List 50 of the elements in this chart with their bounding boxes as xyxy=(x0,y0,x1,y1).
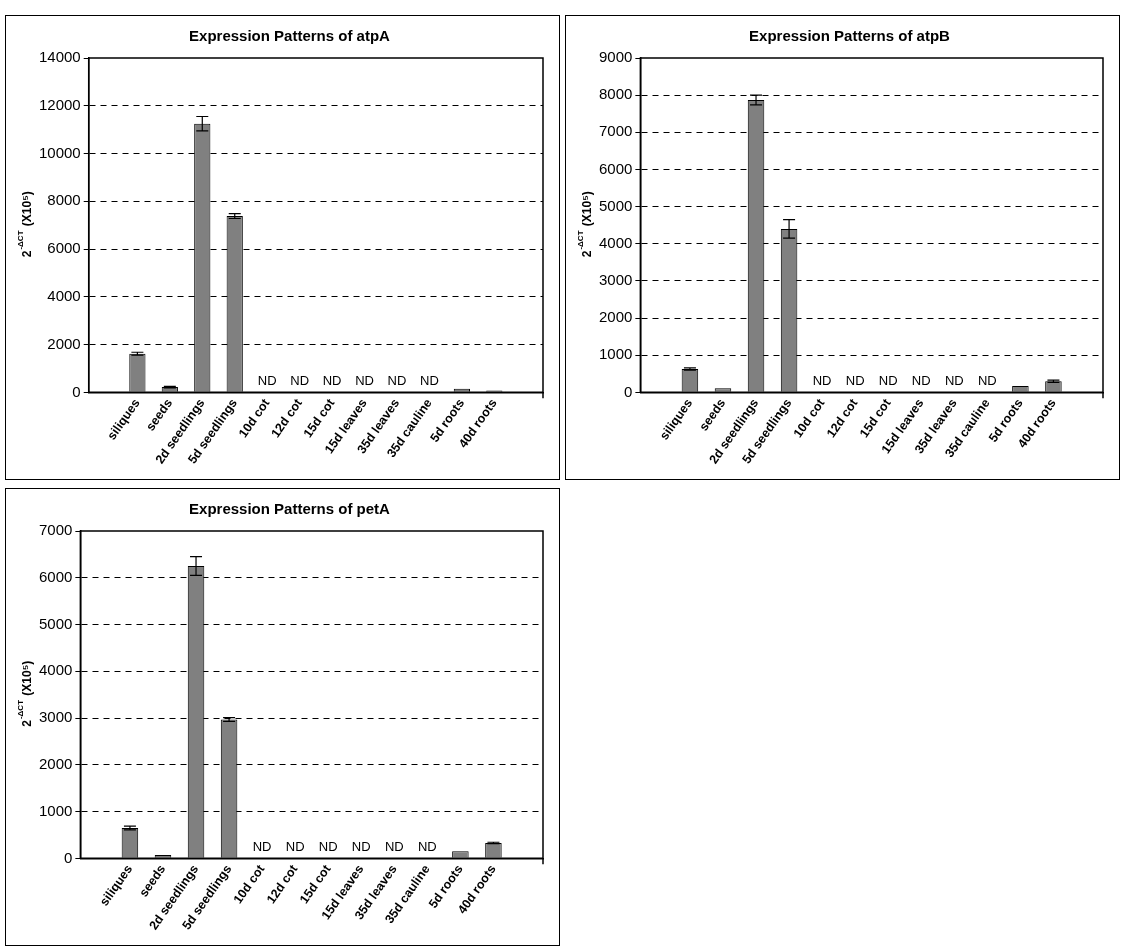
y-tick-label: 3000 xyxy=(38,708,73,726)
chart-title: Expression Patterns of petA xyxy=(189,500,391,518)
text: ND xyxy=(384,839,404,855)
y-tick-label: 6000 xyxy=(47,239,81,257)
text: ND xyxy=(977,373,997,389)
y-tick-label: 2000 xyxy=(47,334,81,352)
chart-title: Expression Patterns of atpB xyxy=(749,27,951,45)
y-tick-label: 2000 xyxy=(598,308,633,326)
text: ND xyxy=(290,373,310,389)
text: ND xyxy=(252,839,272,855)
y-tick-label: 4000 xyxy=(38,661,73,679)
y-tick-label: 14000 xyxy=(38,48,81,66)
y-tick-label: 10000 xyxy=(38,143,81,161)
text: ND xyxy=(845,373,865,389)
y-tick-label: 8000 xyxy=(598,85,633,103)
text: ND xyxy=(355,373,374,389)
y-tick-label: 1000 xyxy=(38,801,73,819)
y-tick-label: 6000 xyxy=(38,567,73,585)
y-tick-label: 4000 xyxy=(598,233,633,251)
y-tick-label: 0 xyxy=(624,382,633,400)
y-tick-label: 2000 xyxy=(38,754,73,772)
y-tick-label: 5000 xyxy=(38,614,73,632)
y-tick-label: 0 xyxy=(64,848,73,866)
text: ND xyxy=(285,839,305,855)
text: ND xyxy=(351,839,371,855)
y-tick-label: 6000 xyxy=(598,159,633,177)
y-tick-label: 9000 xyxy=(598,48,633,66)
y-tick-label: 7000 xyxy=(38,521,73,539)
text: ND xyxy=(944,373,964,389)
y-tick-label: 1000 xyxy=(598,345,633,363)
text: ND xyxy=(417,839,437,855)
y-tick-label: 5000 xyxy=(598,196,633,214)
text: ND xyxy=(911,373,931,389)
y-tick-label: 12000 xyxy=(38,95,81,113)
text: ND xyxy=(420,373,439,389)
text: ND xyxy=(387,373,407,389)
text: ND xyxy=(812,373,832,389)
y-tick-label: 4000 xyxy=(47,286,81,304)
text: ND xyxy=(322,373,342,389)
y-axis-title: 2-ΔCT (X10⁵) xyxy=(16,191,35,258)
text: ND xyxy=(878,373,898,389)
y-tick-label: 0 xyxy=(72,382,81,400)
text: ND xyxy=(257,373,277,389)
y-axis-title: 2-ΔCT (X10⁵) xyxy=(576,191,595,258)
y-tick-label: 3000 xyxy=(598,271,633,289)
y-axis-title: 2-ΔCT (X10⁵) xyxy=(16,660,35,727)
text: ND xyxy=(318,839,338,855)
y-tick-label: 8000 xyxy=(47,191,81,209)
y-tick-label: 7000 xyxy=(598,122,633,140)
chart-title: Expression Patterns of atpA xyxy=(189,27,391,45)
